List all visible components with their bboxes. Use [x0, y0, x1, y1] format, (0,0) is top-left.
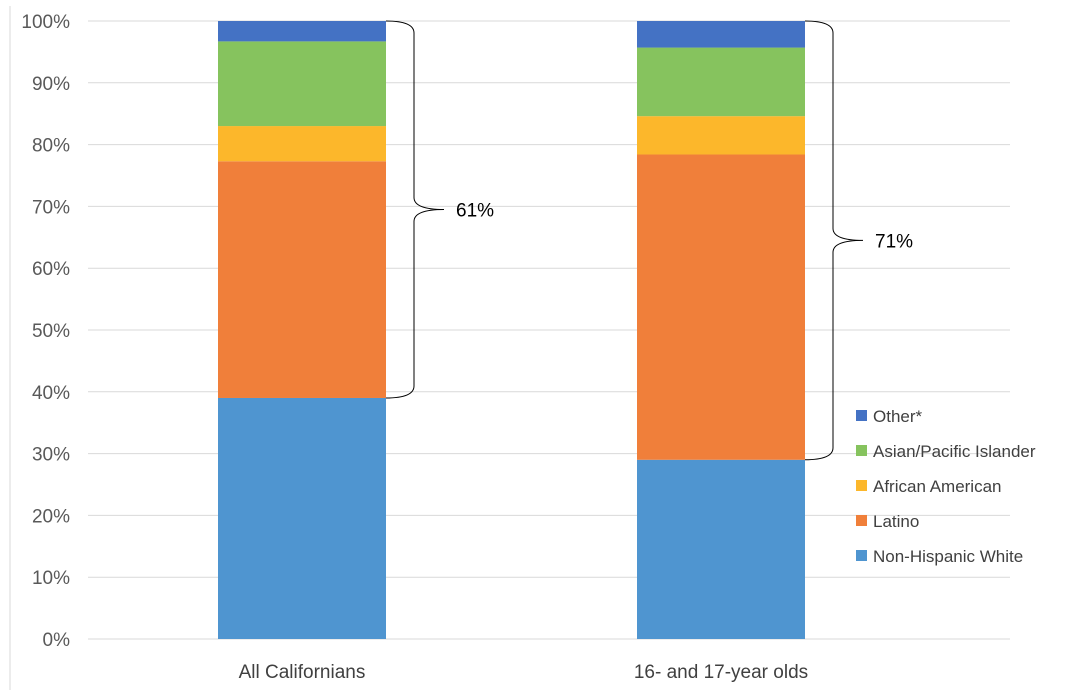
curly-bracket [385, 20, 445, 399]
bar-segment [218, 126, 386, 162]
bracket-annotations: 61% 71% [385, 20, 913, 461]
legend-item: African American [856, 477, 1002, 496]
legend-label: Other* [873, 407, 923, 426]
legend-item: Non-Hispanic White [856, 547, 1023, 566]
bracket-label: 71% [875, 231, 913, 252]
legend-label: Latino [873, 512, 919, 531]
x-axis-category-labels: All Californians 16- and 17-year olds [239, 662, 809, 683]
bar-segment [218, 21, 386, 42]
y-tick-label: 70% [32, 197, 70, 218]
legend-label: African American [873, 477, 1002, 496]
y-tick-label: 60% [32, 259, 70, 280]
bar-segment [218, 161, 386, 398]
curly-bracket [804, 20, 864, 461]
legend-label: Non-Hispanic White [873, 547, 1023, 566]
legend-item: Asian/Pacific Islander [856, 442, 1036, 461]
bar-segment [637, 116, 805, 155]
y-tick-label: 80% [32, 136, 70, 157]
y-tick-label: 40% [32, 383, 70, 404]
legend: Other* Asian/Pacific Islander African Amer… [856, 407, 1036, 566]
legend-swatch [856, 445, 867, 456]
legend-swatch [856, 480, 867, 491]
legend-swatch [856, 515, 867, 526]
bar-segment [637, 154, 805, 460]
y-tick-label: 30% [32, 445, 70, 466]
x-category-label: All Californians [239, 662, 366, 683]
y-tick-label: 100% [21, 12, 70, 33]
bars [218, 21, 805, 639]
legend-swatch [856, 410, 867, 421]
bar-segment [637, 47, 805, 117]
y-tick-label: 20% [32, 506, 70, 527]
legend-item: Latino [856, 512, 919, 531]
legend-swatch [856, 550, 867, 561]
bar-segment [637, 459, 805, 639]
legend-item: Other* [856, 407, 923, 426]
y-tick-label: 0% [43, 630, 71, 651]
bar-segment [637, 21, 805, 48]
y-axis-tick-labels: 0% 10% 20% 30% 40% 50% 60% 70% 80% 90% 100% [21, 12, 70, 651]
y-tick-label: 90% [32, 74, 70, 95]
x-category-label: 16- and 17-year olds [634, 662, 808, 683]
y-tick-label: 10% [32, 568, 70, 589]
bar-segment [218, 397, 386, 639]
bar-segment [218, 41, 386, 127]
y-tick-label: 50% [32, 321, 70, 342]
legend-label: Asian/Pacific Islander [873, 442, 1036, 461]
bracket-label: 61% [456, 200, 494, 221]
